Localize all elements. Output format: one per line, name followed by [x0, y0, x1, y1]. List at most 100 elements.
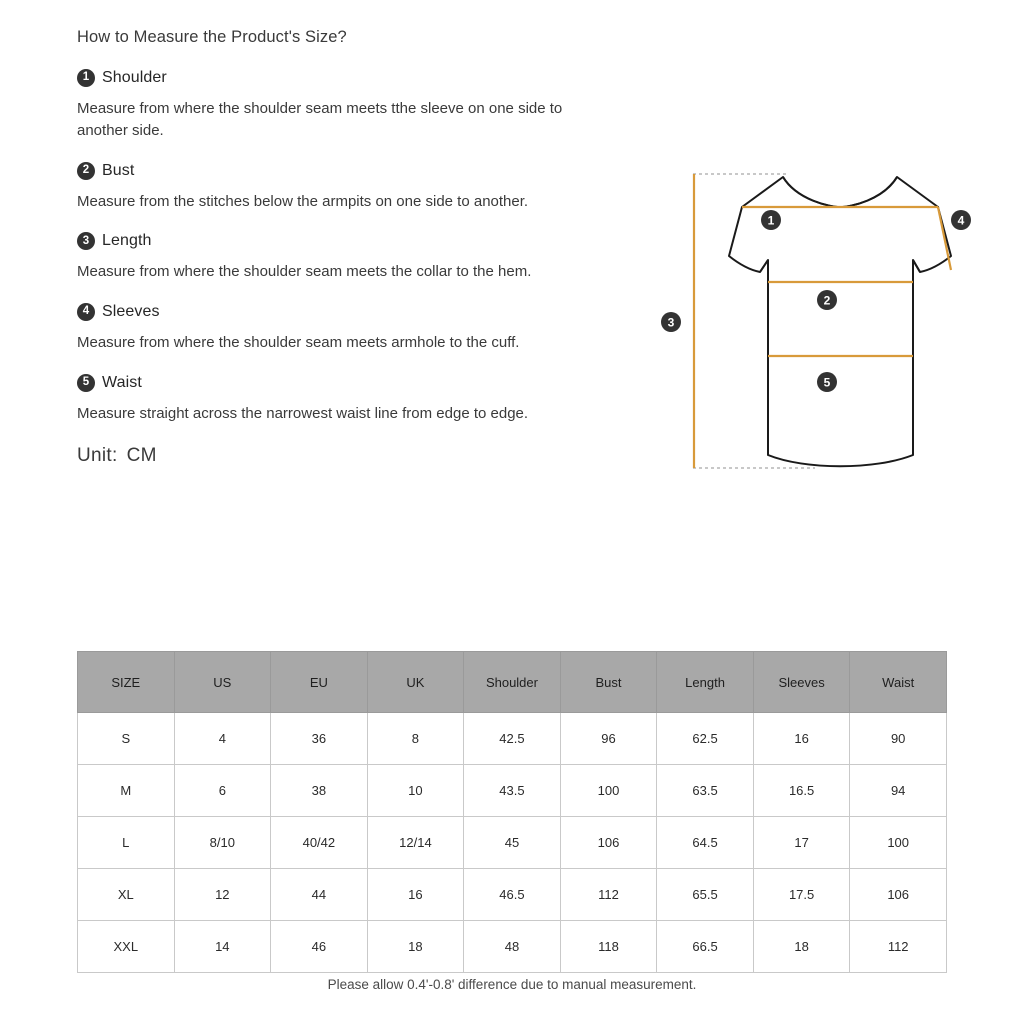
unit-label: Unit: — [77, 444, 118, 466]
measurement-heading: 2 Bust — [77, 161, 637, 180]
table-cell: 46 — [270, 920, 368, 973]
left-sleeve-seam-icon — [759, 259, 769, 273]
measurement-heading: 1 Shoulder — [77, 69, 637, 87]
table-cell: 10 — [366, 764, 465, 817]
diagram-callout-2: 2 — [817, 290, 837, 310]
measurement-item-sleeves: 4 Sleeves Measure from where the shoulde… — [77, 303, 637, 354]
measurement-title: Waist — [102, 373, 142, 391]
measurement-heading: 5 Waist — [77, 373, 637, 392]
table-cell: 65.5 — [656, 868, 754, 921]
table-body: S 4 36 8 42.5 96 62.5 16 90 M 6 38 10 43.5 100 63.5 16.5… — [77, 712, 947, 973]
table-cell: 40/42 — [270, 816, 368, 869]
measurement-description: Measure from where the shoulder seam mee… — [77, 263, 532, 281]
table-cell: 4 — [173, 712, 272, 765]
table-cell: 36 — [270, 712, 368, 765]
page-title: How to Measure the Product's Size? — [77, 28, 347, 46]
measurement-description: Measure from where the shoulder seam mee… — [77, 334, 520, 351]
table-cell: 17 — [752, 816, 851, 869]
table-column-header: SIZE — [77, 651, 175, 713]
table-header: SIZE US EU UK Shoulder Bust Length Sleeves Waist — [77, 651, 947, 713]
table-column-header: Bust — [559, 651, 658, 713]
number-badge-4-icon — [951, 210, 971, 230]
table-row: XXL 14 46 18 48 118 66.5 18 112 — [77, 920, 947, 973]
diagram-callout-4: 4 — [951, 210, 971, 230]
number-badge-1-icon — [761, 210, 781, 230]
right-sleeve-seam-icon — [912, 259, 921, 273]
table-column-header: US — [173, 651, 272, 713]
callout-label: 2 — [824, 294, 831, 308]
table-cell: 112 — [849, 920, 947, 973]
unit-line: Unit: CM — [77, 445, 637, 467]
number-badge-1-icon: 1 — [77, 69, 95, 87]
sleeve-measure-line-icon — [936, 206, 953, 271]
size-chart-table: SIZE US EU UK Shoulder Bust Length Sleeves Waist… — [77, 651, 947, 973]
measurement-item-shoulder: 1 Shoulder Measure from where the should… — [77, 69, 637, 142]
table-cell: 90 — [849, 712, 947, 765]
table-column-header: Length — [656, 651, 754, 713]
table-cell: 44 — [270, 868, 368, 921]
callout-label: 5 — [824, 376, 831, 390]
unit-value: CM — [126, 444, 157, 466]
measurement-item-waist: 5 Waist Measure straight across the narr… — [77, 373, 637, 425]
table-cell: 16 — [366, 868, 465, 921]
diagram-callout-3: 3 — [661, 312, 681, 332]
callout-label: 3 — [668, 316, 675, 330]
table-cell: 94 — [849, 764, 947, 817]
measurement-item-length: 3 Length Measure from where the shoulder… — [77, 232, 637, 283]
number-badge-3-icon: 3 — [77, 232, 95, 251]
table-cell: 48 — [463, 920, 561, 973]
table-cell: 43.5 — [463, 764, 561, 817]
table-row: M 6 38 10 43.5 100 63.5 16.5 94 — [77, 764, 947, 817]
measurement-description: Measure from where the shoulder seam mee… — [77, 100, 563, 139]
table-cell: 8 — [366, 712, 465, 765]
table-cell: 112 — [559, 868, 658, 921]
table-cell-size: S — [77, 712, 175, 765]
diagram-callout-5: 5 — [817, 372, 837, 392]
table-cell: 118 — [559, 920, 658, 973]
table-row: XL 12 44 16 46.5 112 65.5 17.5 106 — [77, 868, 947, 921]
table-column-header: Waist — [849, 651, 947, 713]
table-cell: 16 — [752, 712, 851, 765]
table-cell-size: XXL — [77, 920, 175, 973]
number-badge-3-icon — [661, 312, 681, 332]
table-cell: 63.5 — [656, 764, 754, 817]
table-header-row: SIZE US EU UK Shoulder Bust Length Sleeves Waist — [77, 651, 947, 713]
table-cell: 106 — [559, 816, 658, 869]
table-row: S 4 36 8 42.5 96 62.5 16 90 — [77, 712, 947, 765]
table-cell: 38 — [270, 764, 368, 817]
table-cell: 17.5 — [752, 868, 851, 921]
number-badge-5-icon — [817, 372, 837, 392]
diagram-callout-1: 1 — [761, 210, 781, 230]
tshirt-svg: 1 2 3 4 5 — [661, 173, 971, 469]
measurement-heading: 4 Sleeves — [77, 303, 637, 321]
table-cell: 18 — [366, 920, 465, 973]
table-column-header: Sleeves — [752, 651, 851, 713]
measurement-description: Measure from the stitches below the armp… — [77, 192, 529, 210]
table-column-header: EU — [270, 651, 368, 713]
number-badge-2-icon: 2 — [77, 161, 95, 180]
table-cell-size: M — [77, 764, 175, 817]
table-cell: 14 — [173, 920, 272, 973]
table-cell: 100 — [559, 764, 658, 817]
measurement-heading: 3 Length — [77, 232, 637, 251]
table-cell: 106 — [849, 868, 947, 921]
table-cell: 100 — [849, 816, 947, 869]
table-cell: 12/14 — [366, 816, 465, 869]
callout-label: 4 — [958, 214, 965, 228]
table-cell: 8/10 — [173, 816, 272, 869]
measurement-title: Sleeves — [102, 303, 160, 320]
table-cell: 64.5 — [656, 816, 754, 869]
table-cell: 12 — [173, 868, 272, 921]
table-cell: 18 — [752, 920, 851, 973]
table-cell: 6 — [173, 764, 272, 817]
callout-label: 1 — [768, 214, 775, 228]
measurement-title: Length — [102, 232, 152, 250]
measurement-title: Bust — [102, 161, 135, 179]
table-cell: 66.5 — [656, 920, 754, 973]
number-badge-4-icon: 4 — [77, 303, 95, 321]
instructions-panel: How to Measure the Product's Size? 1 Sho… — [77, 28, 637, 467]
table-cell-size: XL — [77, 868, 175, 921]
measurement-item-bust: 2 Bust Measure from the stitches below t… — [77, 161, 637, 213]
table-cell: 16.5 — [752, 764, 851, 817]
table-cell-size: L — [77, 816, 175, 869]
